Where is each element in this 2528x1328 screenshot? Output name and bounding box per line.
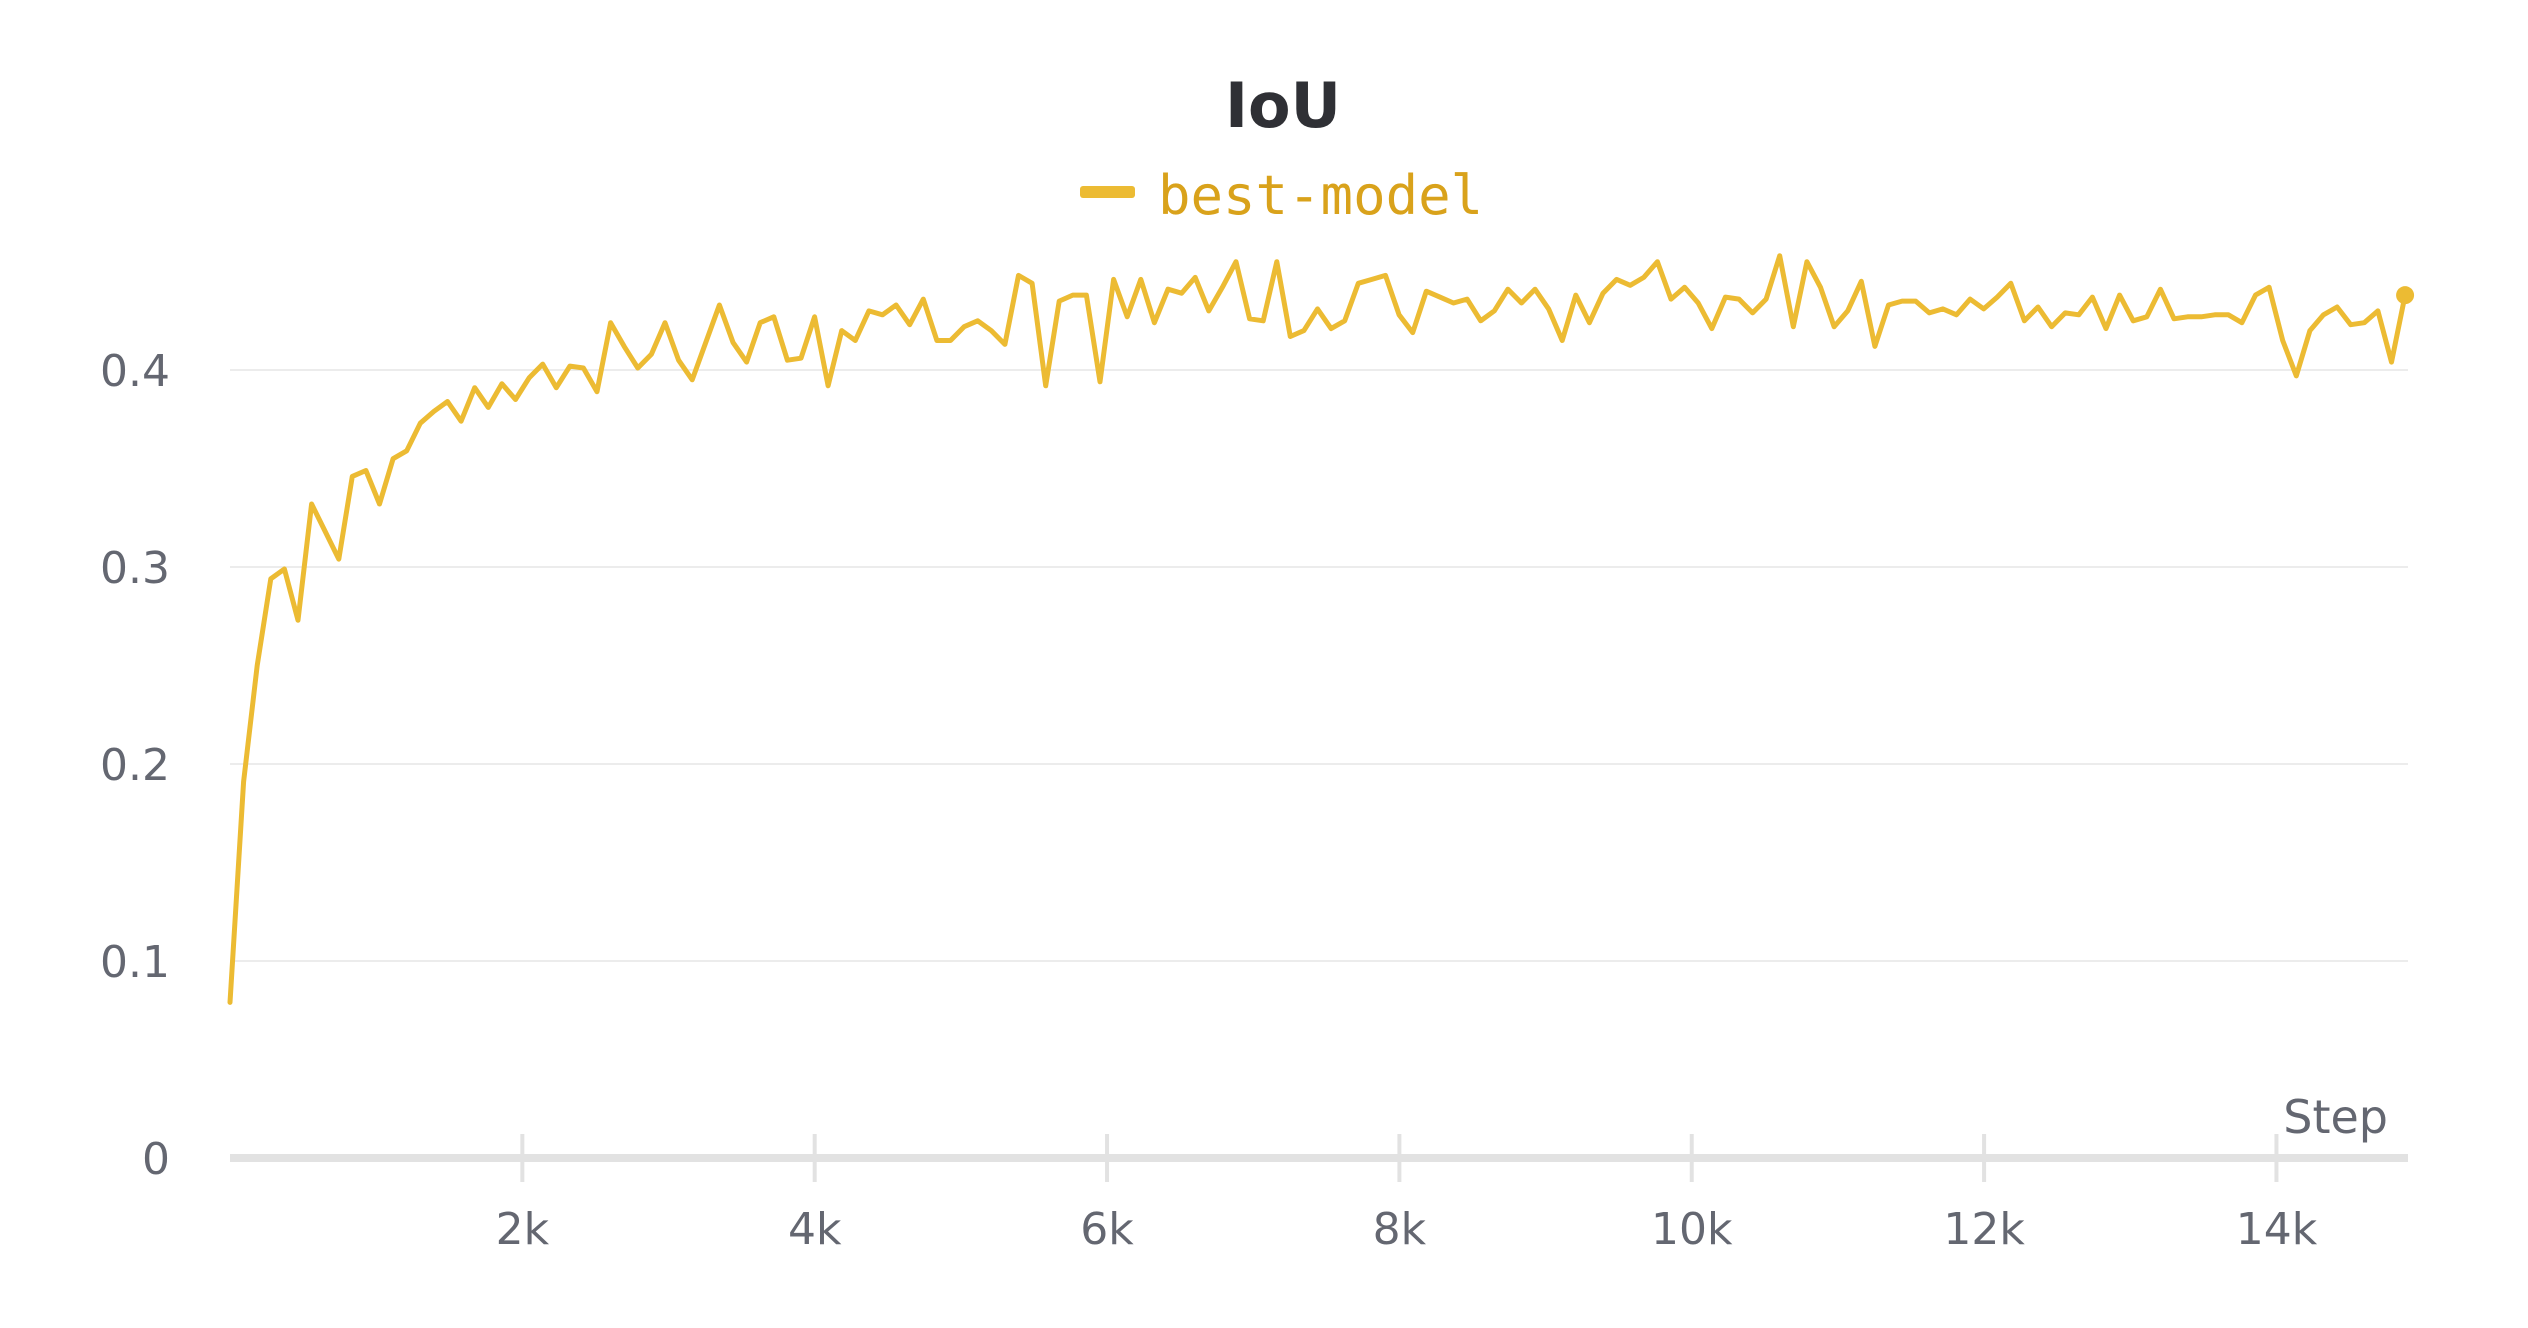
x-tick-label: 4k [788,1204,842,1255]
series-endpoint-marker[interactable] [2396,286,2415,305]
chart-title: IoU [1225,69,1341,142]
y-tick-label: 0.2 [100,740,170,791]
y-tick-label: 0 [142,1134,170,1185]
x-tick-label: 2k [496,1204,550,1255]
series-layer[interactable] [227,253,2415,1005]
x-axis-label: Step [2283,1090,2388,1144]
x-axis: 2k 4k 6k 8k 10k 12k 14k [230,1134,2408,1255]
y-axis-tick-labels: 0 0.1 0.2 0.3 0.4 [100,346,170,1185]
gridlines [230,369,2408,962]
y-tick-label: 0.1 [100,937,170,988]
x-tick-label: 14k [2236,1204,2318,1255]
x-tick-label: 8k [1373,1204,1427,1255]
x-tick-label: 12k [1943,1204,2025,1255]
legend-swatch-best-model [1080,186,1135,198]
x-tick-label: 10k [1651,1204,1733,1255]
legend[interactable]: best-model [1080,164,1483,227]
y-tick-label: 0.4 [100,346,170,397]
y-tick-label: 0.3 [100,543,170,594]
legend-label-best-model: best-model [1158,164,1483,227]
x-tick-label: 6k [1080,1204,1134,1255]
series-line-best-model[interactable] [227,253,2408,1005]
